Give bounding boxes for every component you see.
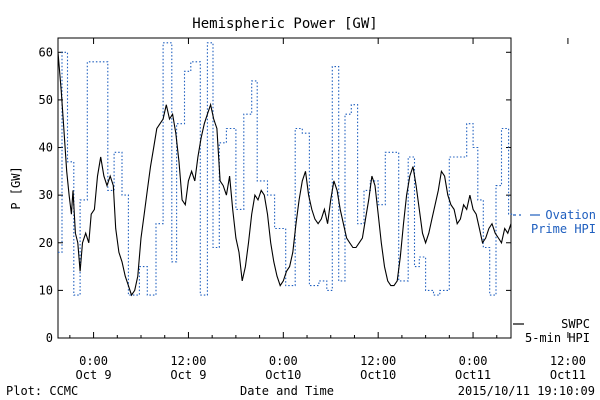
x-tick-date-label: Oct10 xyxy=(360,368,396,382)
x-tick-date-label: Oct 9 xyxy=(76,368,112,382)
y-axis-label: P [GW] xyxy=(9,166,23,209)
x-tick-time-label: 0:00 xyxy=(269,354,298,368)
x-tick-time-label: 12:00 xyxy=(170,354,206,368)
legend-swpc-label-2: 5-min HPI xyxy=(525,331,590,345)
legend-ovation-label-1: Ovation xyxy=(545,208,596,222)
footer-plot-credit: Plot: CCMC xyxy=(6,384,78,398)
x-tick-date-label: Oct 9 xyxy=(170,368,206,382)
x-tick-time-label: 12:00 xyxy=(360,354,396,368)
y-tick-label: 0 xyxy=(46,331,53,345)
legend-swpc-label-1: SWPC xyxy=(561,317,590,331)
y-tick-label: 50 xyxy=(39,93,53,107)
x-tick-time-label: 0:00 xyxy=(79,354,108,368)
x-tick-time-label: 12:00 xyxy=(550,354,586,368)
chart-title: Hemispheric Power [GW] xyxy=(192,16,377,32)
swpc-5min-hpi-line xyxy=(57,52,512,297)
y-tick-label: 20 xyxy=(39,236,53,250)
y-tick-label: 30 xyxy=(39,188,53,202)
legend-ovation-label-2: Prime HPI xyxy=(531,222,596,236)
x-axis-label: Date and Time xyxy=(240,384,334,398)
x-tick-date-label: Oct11 xyxy=(550,368,586,382)
x-tick-time-label: 0:00 xyxy=(459,354,488,368)
y-tick-label: 10 xyxy=(39,283,53,297)
y-tick-label: 60 xyxy=(39,45,53,59)
footer-timestamp: 2015/10/11 19:10:09 xyxy=(458,384,595,398)
x-tick-date-label: Oct10 xyxy=(265,368,301,382)
y-tick-label: 40 xyxy=(39,141,53,155)
x-tick-date-label: Oct11 xyxy=(455,368,491,382)
plot-frame xyxy=(57,37,512,339)
